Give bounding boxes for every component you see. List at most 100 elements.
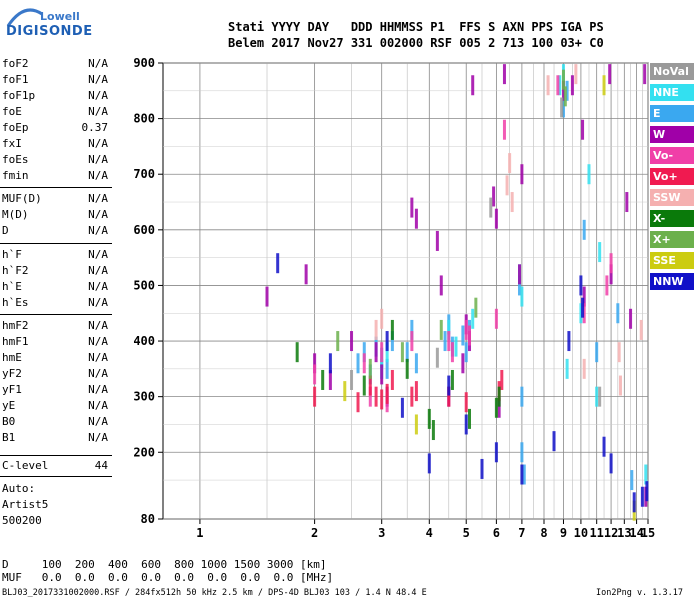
param-name: foEs (2, 153, 29, 166)
logo-arc-icon (6, 8, 43, 27)
auto-scaling-line2: Artist5 (2, 498, 49, 511)
param-separator (0, 314, 112, 315)
echo-point (520, 164, 524, 185)
header-labels: Stati YYYY DAY DDD HHMMSS P1 FFS S AXN P… (228, 20, 604, 34)
echo-point (414, 353, 418, 374)
echo-point (616, 303, 620, 324)
echo-point (609, 264, 613, 285)
echo-point (520, 442, 524, 463)
y-tick-label: 200 (133, 445, 155, 459)
y-tick-label: 80 (141, 512, 155, 526)
param-separator (0, 476, 112, 477)
param-value: N/A (88, 351, 108, 364)
echo-point (565, 358, 569, 379)
echo-point (350, 331, 354, 352)
param-value: N/A (88, 169, 108, 182)
echo-point (464, 392, 468, 413)
legend-item: E (650, 105, 694, 122)
echo-point (643, 64, 647, 85)
echo-point (552, 431, 556, 452)
echo-point (480, 458, 484, 479)
echo-point (618, 375, 622, 396)
echo-point (390, 331, 394, 352)
echo-point (609, 253, 613, 274)
param-name: yF2 (2, 367, 22, 380)
param-value: N/A (88, 367, 108, 380)
echo-point (595, 386, 599, 407)
echo-point (414, 381, 418, 402)
footer-info: BLJ03_2017331002000.RSF / 284fx512h 50 k… (2, 588, 427, 598)
param-value: N/A (88, 208, 108, 221)
echo-point (414, 208, 418, 229)
param-name: hmF2 (2, 319, 29, 332)
echo-point (602, 75, 606, 96)
echo-point (561, 69, 565, 90)
echo-point (570, 75, 574, 96)
param-name: foF1p (2, 89, 36, 102)
legend-item: X- (650, 210, 694, 227)
echo-point (510, 192, 514, 213)
echo-point (385, 331, 389, 352)
legend-item: W (650, 126, 694, 143)
param-name: MUF(D) (2, 192, 42, 205)
echo-point (505, 175, 509, 196)
param-name: foE (2, 105, 22, 118)
footer-version: Ion2Png v. 1.3.17 (596, 588, 683, 598)
param-value: N/A (88, 153, 108, 166)
echo-point (410, 319, 414, 340)
echo-point (390, 369, 394, 390)
echo-point (640, 486, 644, 507)
param-name: h`F2 (2, 264, 29, 277)
echo-point (502, 119, 506, 140)
legend-item: Vo+ (650, 168, 694, 185)
x-tick-label: 15 (641, 526, 655, 540)
param-value: N/A (88, 248, 108, 261)
distance-row: D 100 200 400 600 800 1000 1500 3000 [km… (2, 558, 327, 571)
echo-point (380, 342, 384, 363)
auto-scaling-line3: 500200 (2, 514, 42, 527)
echo-point (464, 342, 468, 363)
muf-row: MUF 0.0 0.0 0.0 0.0 0.0 0.0 0.0 0.0 [MHz… (2, 571, 334, 584)
param-name: hmF1 (2, 335, 29, 348)
echo-point (380, 389, 384, 410)
echo-point (400, 342, 404, 363)
y-tick-label: 900 (133, 56, 155, 70)
param-name: B0 (2, 415, 16, 428)
echo-point (414, 414, 418, 435)
echo-point (629, 308, 633, 329)
param-value: N/A (88, 73, 108, 86)
echo-point (546, 75, 550, 96)
echo-point (467, 325, 471, 346)
echo-point (265, 286, 269, 307)
x-tick-label: 14 (629, 526, 643, 540)
x-tick-label: 2 (311, 526, 318, 540)
echo-point (304, 264, 308, 285)
echo-point (520, 286, 524, 307)
param-value: N/A (88, 89, 108, 102)
echo-point (595, 342, 599, 363)
legend-item: NNW (650, 273, 694, 290)
echo-point (295, 342, 299, 363)
param-value: N/A (88, 319, 108, 332)
echo-point (579, 303, 583, 324)
legend-item: X+ (650, 231, 694, 248)
x-tick-label: 7 (518, 526, 525, 540)
echo-point (427, 453, 431, 474)
echo-point (494, 308, 498, 329)
digisonde-logo: Lowell DIGISONDE (4, 6, 94, 46)
param-separator (0, 243, 112, 244)
param-name: h`E (2, 280, 22, 293)
echo-point (464, 414, 468, 435)
param-name: hmE (2, 351, 22, 364)
echo-point (582, 286, 586, 307)
echo-point (492, 186, 496, 207)
echo-point (581, 119, 585, 140)
param-value: N/A (88, 105, 108, 118)
echo-point (502, 64, 506, 85)
echo-point (447, 331, 451, 352)
legend-item: NoVal (650, 63, 694, 80)
echo-point (321, 369, 325, 390)
echo-point (362, 353, 366, 374)
x-tick-label: 1 (196, 526, 203, 540)
y-tick-label: 700 (133, 167, 155, 181)
